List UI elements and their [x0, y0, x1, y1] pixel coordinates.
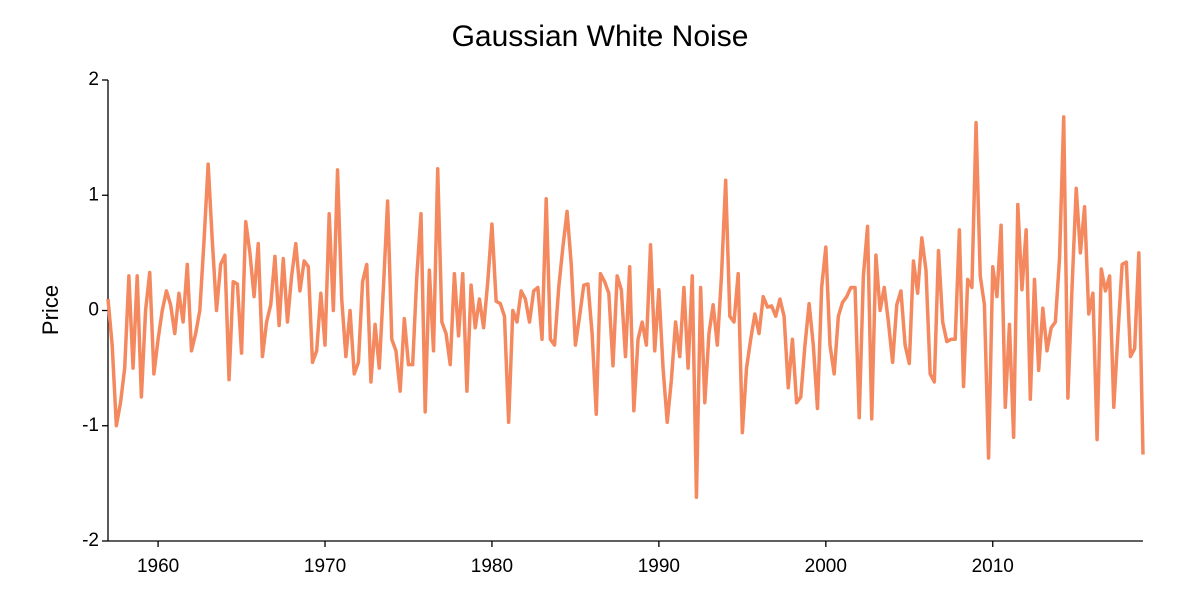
y-tick-label: -1 — [82, 415, 99, 436]
line — [106, 115, 1145, 499]
x-tick-label: 2000 — [805, 556, 847, 577]
chart-title: Gaussian White Noise — [452, 20, 749, 53]
y-axis-label: Price — [38, 285, 63, 335]
x-tick-label: 1990 — [638, 556, 680, 577]
x-tick-label: 1960 — [137, 556, 179, 577]
x-tick-label: 1970 — [304, 556, 346, 577]
x-tick-label: 2010 — [972, 556, 1014, 577]
x-tick-label: 1980 — [471, 556, 513, 577]
y-tick-label: 1 — [88, 184, 99, 205]
y-tick-label: 0 — [88, 300, 99, 321]
y-tick-label: -2 — [82, 530, 99, 551]
y-tick-label: 2 — [88, 69, 99, 90]
